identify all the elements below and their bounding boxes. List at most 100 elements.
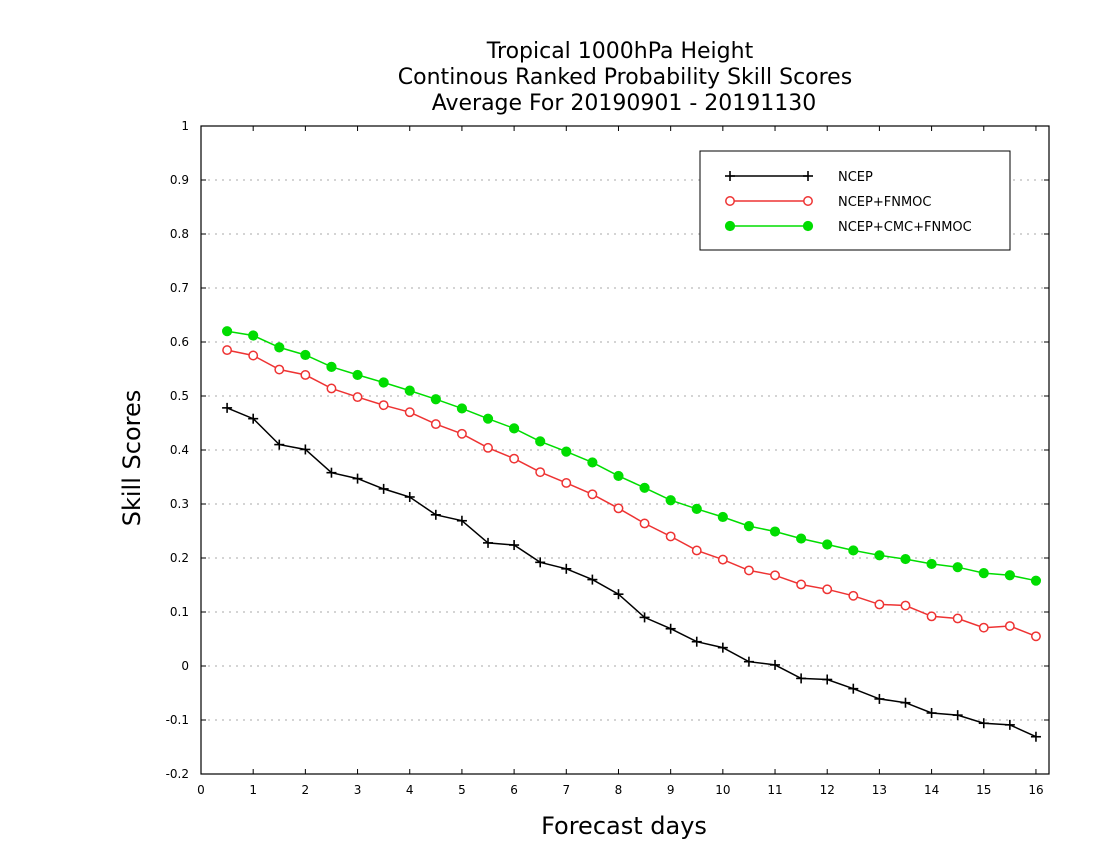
data-point (1004, 719, 1015, 730)
y-tick-label: 0 (181, 659, 189, 673)
legend-entry: NCEP+FNMOC (725, 195, 931, 210)
x-axis-label: Forecast days (541, 812, 707, 840)
data-point (221, 326, 233, 337)
data-point (848, 683, 859, 694)
series-ncep-cmc-fnmoc (221, 326, 1042, 586)
legend-entry: NCEP+CMC+FNMOC (724, 220, 972, 235)
data-point (874, 550, 885, 561)
x-tick-label: 9 (667, 783, 675, 797)
data-point (978, 718, 989, 729)
data-point (248, 413, 259, 424)
data-point (300, 369, 311, 380)
grid (201, 179, 1049, 721)
data-point (352, 369, 363, 381)
data-point (430, 419, 441, 430)
data-point (274, 342, 285, 353)
data-point (978, 622, 989, 633)
data-point (717, 554, 728, 565)
x-tick-label: 12 (820, 783, 835, 797)
data-point (874, 693, 885, 704)
data-point (430, 394, 441, 405)
data-point (509, 540, 520, 551)
data-point (483, 537, 494, 548)
series-ncep-fnmoc (222, 345, 1041, 642)
legend-label: NCEP+FNMOC (838, 195, 931, 210)
data-point (248, 330, 259, 341)
legend-label: NCEP+CMC+FNMOC (838, 220, 972, 235)
data-point (587, 489, 598, 500)
x-tick-label: 0 (197, 783, 205, 797)
data-point (483, 442, 493, 453)
data-point (665, 531, 676, 542)
data-point (796, 673, 807, 684)
data-point (378, 483, 389, 494)
y-tick-label: 0.8 (170, 227, 189, 241)
data-point (587, 574, 598, 585)
data-point (456, 403, 468, 414)
legend-label: NCEP (838, 170, 873, 185)
data-point (1030, 731, 1041, 742)
data-point (274, 364, 285, 375)
x-tick-label: 4 (406, 783, 414, 797)
x-tick-label: 15 (976, 783, 991, 797)
x-tick-label: 10 (715, 783, 730, 797)
data-point (770, 659, 781, 670)
data-point (952, 562, 963, 573)
data-point (796, 533, 807, 544)
legend: NCEP NCEP+FNMOC NCEP+CMC+FNMOC (699, 150, 1011, 251)
data-point (900, 553, 911, 565)
series-line (226, 407, 1037, 738)
data-point (743, 565, 754, 576)
data-point (691, 503, 702, 514)
title-line-2: Continous Ranked Probability Skill Score… (398, 65, 852, 90)
x-tick-label: 14 (924, 783, 939, 797)
data-point (743, 656, 754, 667)
data-point (352, 392, 363, 403)
data-point (1031, 631, 1041, 642)
y-axis-label: Skill Scores (118, 390, 146, 527)
data-point (378, 400, 389, 411)
data-point (848, 590, 859, 601)
title-line-1: Tropical 1000hPa Height (486, 39, 754, 64)
data-point (326, 383, 337, 394)
y-axis-ticks: -0.2 -0.1 0 0.1 0.2 0.3 0.4 0.5 0.6 0.7 0.8 0.9 1 (166, 119, 1049, 781)
data-point (926, 707, 937, 718)
x-tick-label: 11 (767, 783, 782, 797)
data-point (926, 611, 937, 622)
y-tick-label: 0.5 (170, 389, 189, 403)
data-point (717, 511, 728, 523)
data-point (1004, 621, 1015, 631)
x-tick-label: 6 (510, 783, 518, 797)
data-point (613, 589, 624, 600)
data-point (300, 444, 311, 455)
data-point (691, 636, 702, 647)
data-point (952, 710, 963, 721)
legend-marker (803, 171, 813, 181)
title-line-3: Average For 20190901 - 20191130 (432, 91, 817, 116)
y-tick-label: 0.6 (170, 335, 189, 349)
data-point (326, 467, 337, 478)
data-point (535, 467, 546, 478)
data-point (769, 526, 781, 537)
x-axis-ticks: 0 1 2 3 4 5 6 7 8 9 10 11 12 13 14 15 16 (197, 126, 1044, 797)
data-point (665, 495, 676, 506)
x-tick-label: 13 (872, 783, 887, 797)
y-tick-label: -0.1 (166, 713, 189, 727)
data-point (613, 503, 624, 514)
data-point (743, 521, 755, 532)
x-tick-label: 3 (354, 783, 362, 797)
legend-marker (803, 196, 813, 206)
series-layer (221, 326, 1042, 742)
data-point (300, 349, 311, 361)
data-point (900, 697, 911, 708)
x-tick-label: 7 (562, 783, 570, 797)
chart-title: Tropical 1000hPa Height Continous Ranked… (398, 39, 852, 116)
data-point (848, 545, 859, 556)
data-point (900, 600, 911, 611)
y-tick-label: 1 (181, 119, 189, 133)
data-point (639, 518, 650, 529)
data-point (822, 674, 833, 685)
series-line (226, 330, 1037, 582)
data-point (1004, 570, 1015, 581)
y-tick-label: -0.2 (166, 767, 189, 781)
